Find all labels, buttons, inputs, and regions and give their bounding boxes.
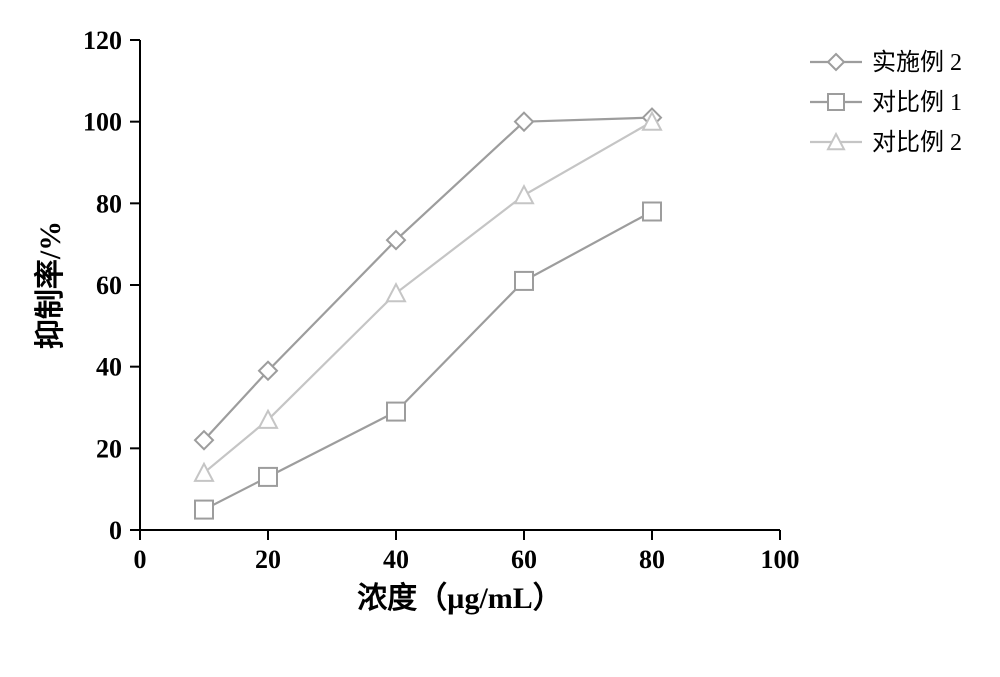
square-marker [195,501,213,519]
y-axis-title: 抑制率/% [34,221,67,349]
legend-label: 对比例 2 [872,129,962,156]
y-tick-label: 60 [96,271,122,300]
square-marker [643,203,661,221]
x-tick-label: 100 [761,545,800,574]
y-tick-label: 120 [83,26,122,55]
x-tick-label: 40 [383,545,409,574]
square-marker [387,403,405,421]
line-chart: 0 20 40 60 80 100 0 20 40 60 80 100 120 浓度（µg/mL） 抑制率/… [0,0,1000,677]
y-tick-label: 20 [96,434,122,463]
x-axis-title: 浓度（µg/mL） [357,581,563,615]
x-tick-label: 0 [134,545,147,574]
square-marker [515,272,533,290]
y-tick-label: 80 [96,189,122,218]
legend-label: 实施例 2 [872,49,962,76]
y-tick-label: 100 [83,108,122,137]
y-tick-label: 40 [96,353,122,382]
x-tick-label: 80 [639,545,665,574]
x-tick-label: 20 [255,545,281,574]
chart-container: 0 20 40 60 80 100 0 20 40 60 80 100 120 浓度（µg/mL） 抑制率/… [0,0,1000,677]
square-marker [828,94,844,110]
y-tick-label: 0 [109,516,122,545]
square-marker [259,468,277,486]
x-tick-label: 60 [511,545,537,574]
legend-label: 对比例 1 [872,89,962,116]
